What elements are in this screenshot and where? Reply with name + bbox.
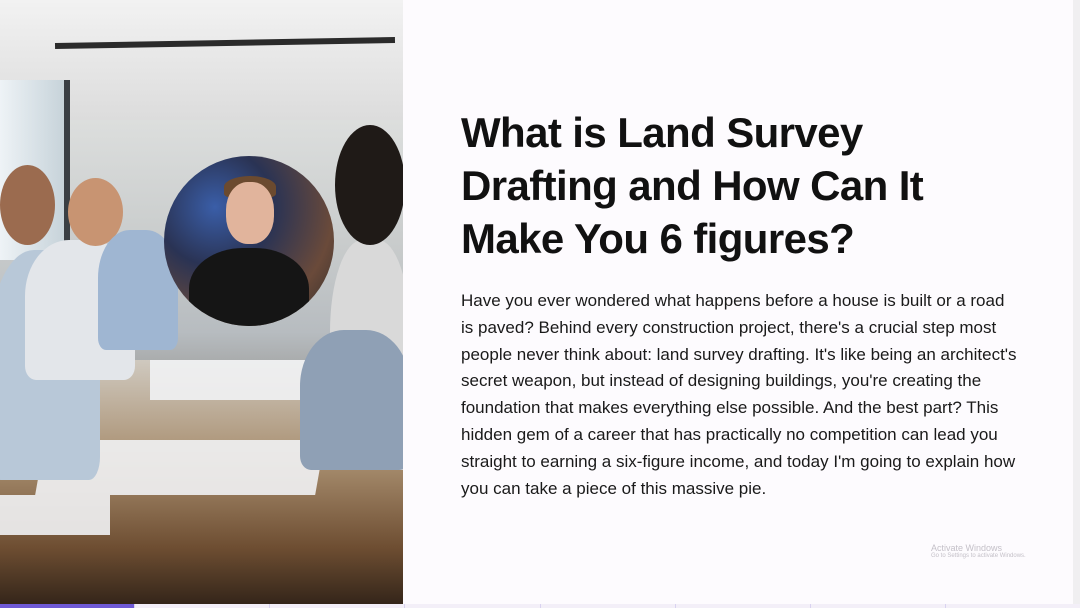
vertical-scrollbar[interactable] bbox=[1073, 0, 1080, 604]
slide-title: What is Land Survey Drafting and How Can… bbox=[461, 109, 924, 262]
activate-windows-watermark: Activate Windows Go to Settings to activ… bbox=[931, 543, 1026, 559]
slide-body: Have you ever wondered what happens befo… bbox=[461, 291, 1017, 498]
watermark-subtitle: Go to Settings to activate Windows. bbox=[931, 553, 1026, 559]
presenter-webcam bbox=[164, 156, 334, 326]
presenter-face bbox=[226, 182, 274, 244]
person-head bbox=[0, 165, 55, 245]
progress-segment[interactable] bbox=[135, 604, 270, 608]
progress-segment[interactable] bbox=[675, 604, 810, 608]
blueprint-paper bbox=[150, 360, 320, 400]
office-meeting-photo bbox=[0, 0, 403, 604]
slide-progress-bar bbox=[0, 604, 1080, 608]
slide-content: What is Land Survey Drafting and How Can… bbox=[403, 0, 1073, 604]
progress-segment[interactable] bbox=[0, 604, 135, 608]
watermark-title: Activate Windows bbox=[931, 543, 1003, 553]
person-head bbox=[68, 178, 123, 246]
progress-segment[interactable] bbox=[810, 604, 945, 608]
blueprint-paper bbox=[0, 495, 110, 535]
progress-segment[interactable] bbox=[945, 604, 1080, 608]
progress-segment[interactable] bbox=[405, 604, 540, 608]
presenter-shirt bbox=[189, 248, 309, 326]
person bbox=[300, 330, 403, 470]
progress-segment[interactable] bbox=[270, 604, 405, 608]
progress-segment[interactable] bbox=[540, 604, 675, 608]
person-head bbox=[335, 125, 403, 245]
